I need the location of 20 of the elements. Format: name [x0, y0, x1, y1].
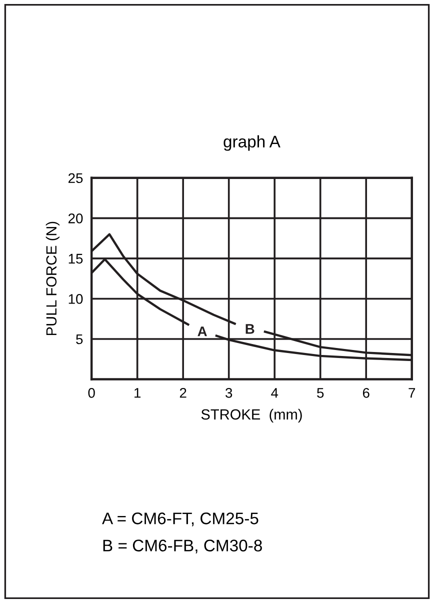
- text: A = CM6-FT, CM25-5: [102, 512, 258, 526]
- x-tick-label: 3: [226, 388, 232, 398]
- y-axis-title: PULL FORCE (N): [46, 222, 60, 336]
- x-tick-label: 0: [88, 388, 95, 398]
- y-tick-label: 5: [76, 334, 83, 344]
- x-tick-label: 7: [408, 388, 416, 398]
- x-axis-title: STROKE (mm): [201, 408, 302, 422]
- x-tick-label: 6: [362, 388, 370, 398]
- text: B = CM6-FB, CM30-8: [103, 540, 262, 554]
- chart-title: graph A: [224, 135, 280, 151]
- y-tick-label: 20: [68, 214, 83, 224]
- y-tick-label: 15: [68, 254, 83, 264]
- y-tick-label: 10: [68, 294, 83, 304]
- series-label: B: [246, 324, 254, 334]
- y-tick-label: 25: [68, 173, 83, 184]
- x-tick-label: 2: [180, 388, 186, 398]
- series-label: A: [198, 326, 207, 336]
- x-tick-label: 1: [134, 388, 141, 398]
- x-tick-label: 5: [317, 388, 324, 398]
- x-tick-label: 4: [271, 388, 278, 398]
